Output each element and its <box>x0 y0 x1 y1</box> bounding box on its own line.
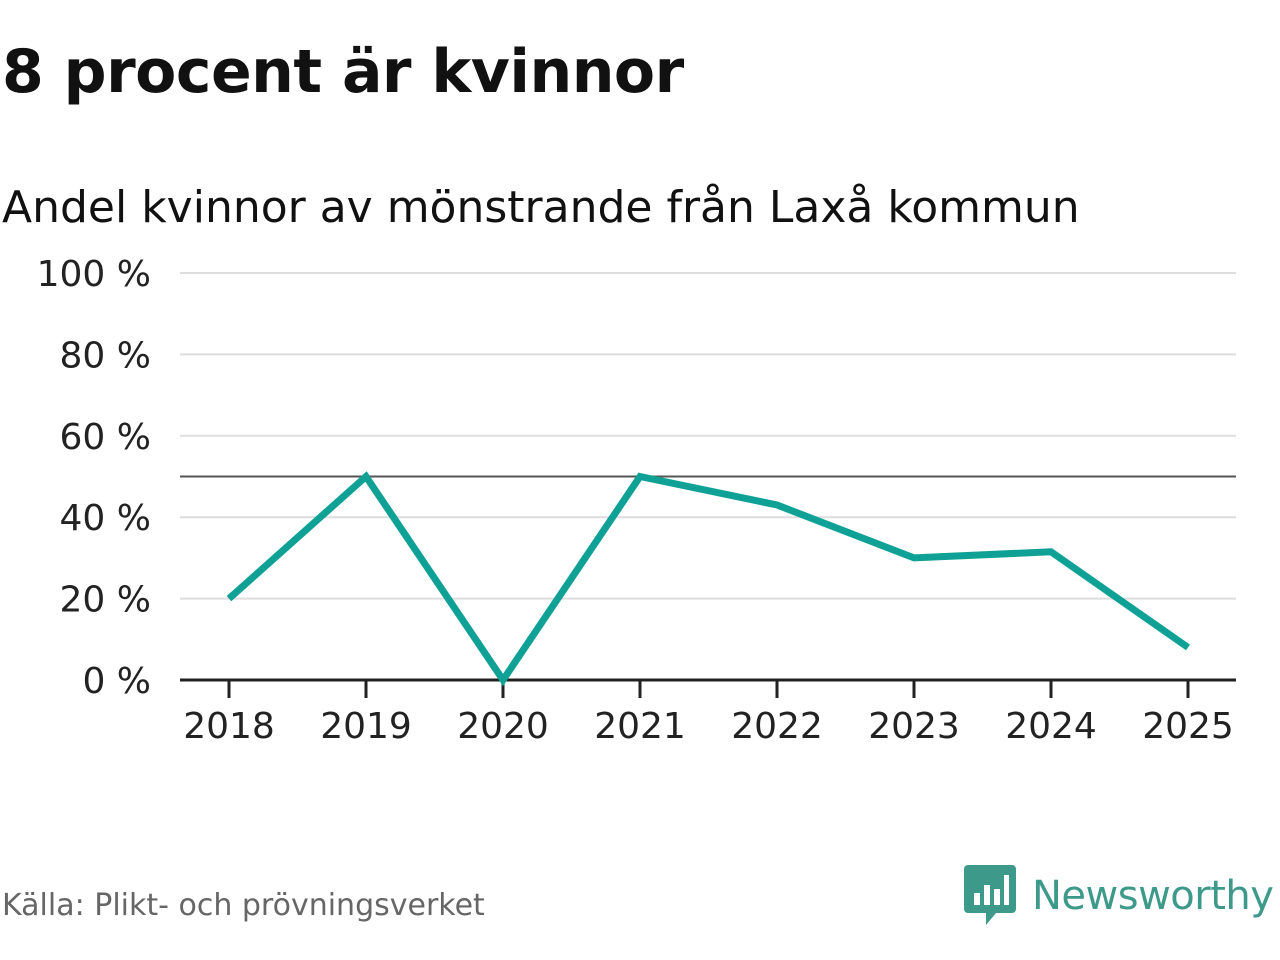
brand: Newsworthy <box>964 864 1274 928</box>
x-tick-label: 2018 <box>183 706 275 747</box>
y-tick-label: 0 % <box>82 661 151 702</box>
y-tick-label: 20 % <box>60 580 151 621</box>
x-tick-label: 2021 <box>594 706 686 747</box>
series-line <box>226 471 1191 687</box>
source-note: Källa: Plikt- och prövningsverket <box>2 888 485 923</box>
x-tick-label: 2023 <box>868 706 960 747</box>
x-tick-label: 2022 <box>731 706 823 747</box>
y-tick-label: 80 % <box>60 335 151 376</box>
y-tick-label: 100 % <box>37 254 151 295</box>
headline: 8 procent är kvinnor <box>2 37 684 107</box>
y-tick-label: 60 % <box>60 417 151 458</box>
x-tick-label: 2020 <box>457 706 549 747</box>
chart-title: Andel kvinnor av mönstrande från Laxå ko… <box>2 182 1080 233</box>
newsworthy-logo-icon <box>964 865 1016 925</box>
x-tick-label: 2025 <box>1142 706 1234 747</box>
brand-name: Newsworthy <box>1032 873 1274 919</box>
y-tick-label: 40 % <box>60 498 151 539</box>
x-tick-label: 2019 <box>320 706 412 747</box>
x-tick-label: 2024 <box>1005 706 1097 747</box>
